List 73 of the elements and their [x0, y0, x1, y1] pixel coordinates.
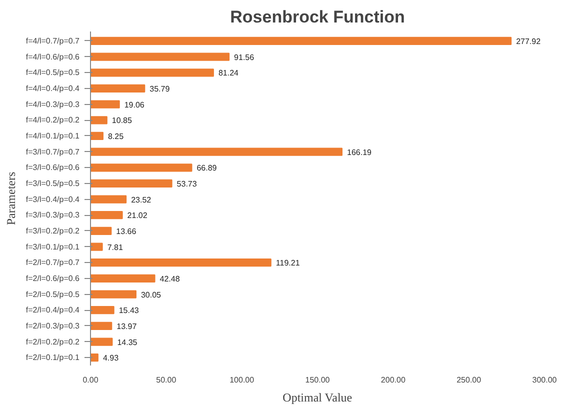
bar: [90, 52, 230, 61]
y-tick-label: f=4/l=0.2/p=0.2: [26, 116, 80, 125]
bar: [90, 290, 136, 298]
y-axis-title: Parameters: [4, 172, 18, 226]
data-label: 4.93: [102, 354, 120, 363]
bar: [90, 68, 214, 77]
data-label: 19.06: [124, 100, 145, 110]
y-tick-label: f=3/l=0.6/p=0.6: [26, 163, 80, 172]
data-label: 10.85: [112, 116, 132, 126]
bar: [90, 84, 146, 93]
bar: [90, 226, 112, 236]
x-tick-label: 200.00: [380, 376, 406, 384]
data-label: 277.92: [516, 37, 542, 46]
bar: [90, 132, 104, 140]
bar: [90, 116, 108, 124]
data-label: 35.79: [150, 84, 170, 94]
y-tick-label: f=3/l=0.1/p=0.1: [26, 242, 80, 252]
data-label: 14.35: [117, 338, 138, 347]
data-label: 7.81: [107, 242, 124, 252]
bar: [90, 322, 112, 330]
bar: [90, 306, 114, 314]
data-label: 23.52: [131, 195, 152, 204]
data-label: 66.89: [196, 164, 218, 173]
data-label: 15.43: [118, 306, 140, 316]
y-tick-label: f=4/l=0.4/p=0.4: [26, 84, 80, 93]
bar: [90, 179, 172, 188]
data-label: 21.02: [127, 211, 148, 220]
x-axis-title: Optimal Value: [282, 390, 352, 404]
y-tick-label: f=2/l=0.7/p=0.7: [26, 258, 80, 268]
data-label: 166.19: [347, 148, 372, 157]
bar: [90, 354, 98, 362]
data-label: 13.66: [116, 226, 137, 236]
bar: [90, 274, 156, 282]
x-tick-label: 0.00: [82, 376, 99, 384]
y-tick-label: f=3/l=0.4/p=0.4: [26, 194, 80, 204]
data-label: 13.97: [116, 322, 138, 331]
bar: [90, 338, 113, 346]
x-tick-label: 250.00: [456, 376, 482, 384]
y-tick-label: f=4/l=0.5/p=0.5: [26, 68, 80, 78]
bar: [90, 242, 103, 251]
chart-title: Rosenbrock Function: [230, 8, 405, 26]
y-tick-label: f=3/l=0.2/p=0.2: [26, 226, 80, 236]
data-label: 119.21: [276, 258, 300, 268]
bar: [90, 148, 342, 156]
bar: [90, 164, 192, 172]
y-tick-label: f=2/l=0.6/p=0.6: [26, 274, 80, 283]
y-tick-label: f=2/l=0.2/p=0.2: [26, 337, 80, 346]
y-tick-label: f=3/l=0.7/p=0.7: [26, 147, 80, 156]
data-label: 53.73: [176, 179, 198, 188]
bar: [90, 258, 272, 267]
y-tick-label: f=3/l=0.3/p=0.3: [26, 210, 80, 220]
x-tick-label: 100.00: [230, 376, 255, 384]
y-tick-label: f=4/l=0.7/p=0.7: [26, 36, 80, 46]
data-label: 91.56: [234, 52, 255, 62]
bar: [90, 211, 123, 220]
y-tick-label: f=2/l=0.5/p=0.5: [26, 290, 80, 299]
data-label: 30.05: [140, 290, 162, 300]
bar: [90, 36, 512, 46]
bar: [90, 195, 127, 204]
y-tick-label: f=2/l=0.1/p=0.1: [26, 353, 80, 362]
x-tick-label: 50.00: [156, 376, 177, 384]
bar: [90, 100, 120, 108]
y-tick-label: f=4/l=0.1/p=0.1: [26, 131, 80, 140]
x-tick-label: 150.00: [305, 376, 330, 384]
x-tick-label: 300.00: [532, 376, 558, 384]
data-label: 81.24: [218, 68, 240, 78]
y-tick-label: f=4/l=0.6/p=0.6: [26, 52, 80, 62]
data-label: 8.25: [108, 132, 124, 141]
y-tick-label: f=3/l=0.5/p=0.5: [26, 178, 80, 188]
data-label: 42.48: [160, 274, 180, 284]
y-tick-label: f=4/l=0.3/p=0.3: [26, 100, 80, 109]
y-tick-label: f=2/l=0.3/p=0.3: [26, 321, 80, 330]
y-tick-label: f=2/l=0.4/p=0.4: [26, 306, 80, 315]
